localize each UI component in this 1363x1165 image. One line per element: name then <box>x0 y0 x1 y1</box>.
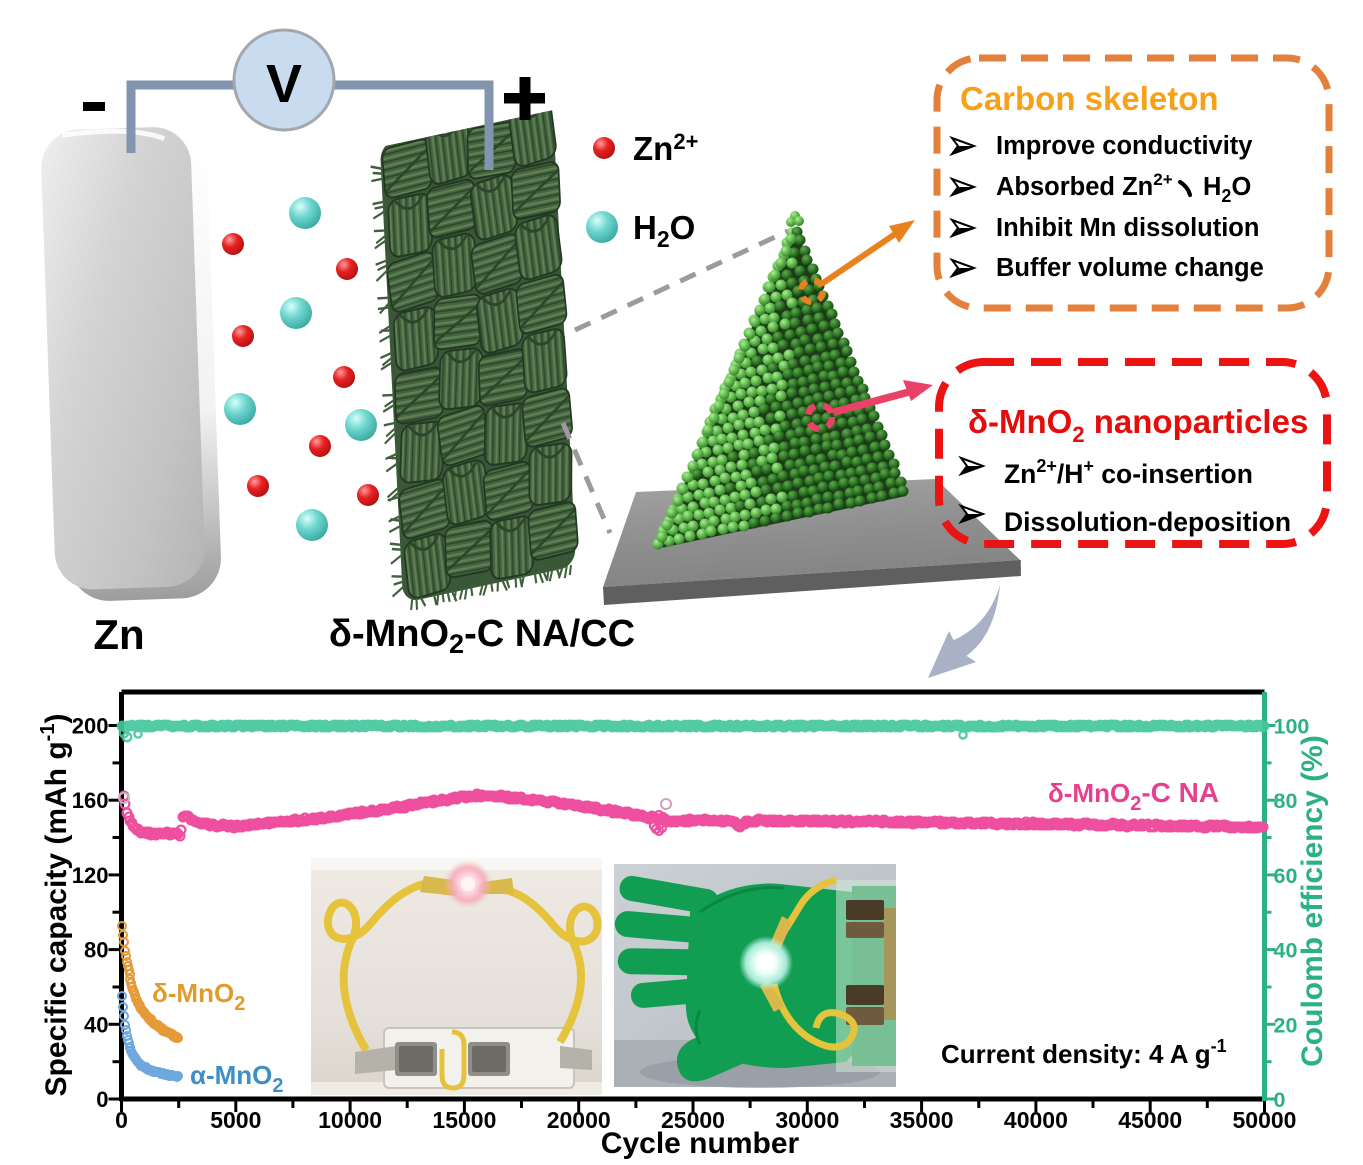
svg-text:80: 80 <box>1274 789 1298 813</box>
svg-text:100: 100 <box>1274 715 1310 739</box>
svg-text:40000: 40000 <box>1004 1107 1068 1133</box>
svg-text:10000: 10000 <box>318 1107 382 1133</box>
svg-text:80: 80 <box>84 938 108 963</box>
svg-text:60: 60 <box>1274 864 1298 888</box>
svg-text:15000: 15000 <box>432 1107 496 1133</box>
svg-text:160: 160 <box>72 788 109 813</box>
svg-text:25000: 25000 <box>661 1107 725 1133</box>
svg-text:Specific capacity (mAh g-1): Specific capacity (mAh g-1) <box>37 714 73 1097</box>
svg-text:Zn: Zn <box>93 611 144 658</box>
svg-text:50000: 50000 <box>1233 1107 1297 1133</box>
svg-text:Current density: 4 A g-1: Current density: 4 A g-1 <box>941 1036 1227 1069</box>
svg-text:30000: 30000 <box>775 1107 839 1133</box>
svg-text:Absorbed Zn2+: Absorbed Zn2+ <box>996 170 1173 201</box>
svg-text:120: 120 <box>72 863 109 888</box>
svg-text:Buffer volume change: Buffer volume change <box>996 254 1264 282</box>
svg-text:δ-MnO2 nanoparticles: δ-MnO2 nanoparticles <box>968 403 1308 447</box>
svg-text:0: 0 <box>96 1087 108 1112</box>
svg-text:Cycle number: Cycle number <box>601 1127 800 1160</box>
svg-text:35000: 35000 <box>890 1107 954 1133</box>
svg-text:20000: 20000 <box>547 1107 611 1133</box>
svg-text:200: 200 <box>72 714 109 739</box>
svg-text:45000: 45000 <box>1118 1107 1182 1133</box>
svg-text:Coulomb efficiency (%): Coulomb efficiency (%) <box>1296 735 1329 1067</box>
svg-text:Improve conductivity: Improve conductivity <box>996 132 1253 160</box>
svg-text:5000: 5000 <box>210 1107 261 1133</box>
svg-text:0: 0 <box>115 1107 128 1133</box>
svg-text:V: V <box>266 54 302 114</box>
svg-text:Dissolution-deposition: Dissolution-deposition <box>1004 507 1291 537</box>
svg-text:Carbon skeleton: Carbon skeleton <box>960 80 1219 117</box>
svg-text:Inhibit Mn dissolution: Inhibit Mn dissolution <box>996 214 1259 242</box>
svg-text:δ-MnO2-C NA/CC: δ-MnO2-C NA/CC <box>329 613 635 659</box>
svg-text:0: 0 <box>1274 1088 1286 1112</box>
svg-text:40: 40 <box>84 1012 108 1037</box>
svg-text:40: 40 <box>1274 939 1298 963</box>
svg-text:20: 20 <box>1274 1013 1298 1037</box>
